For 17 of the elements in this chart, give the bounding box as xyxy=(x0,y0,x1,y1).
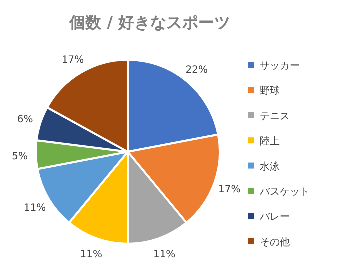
legend-label: サッカー xyxy=(260,61,300,72)
data-label: 17% xyxy=(62,55,84,66)
data-label: 17% xyxy=(218,184,241,196)
legend-label: その他 xyxy=(260,236,290,248)
legend-label: 陸上 xyxy=(260,136,280,148)
legend-label: 野球 xyxy=(260,85,280,98)
legend-label: テニス xyxy=(260,111,290,122)
data-label: 11% xyxy=(24,202,46,214)
data-label: 5% xyxy=(12,151,28,162)
chart-title: 個数 / 好きなスポーツ xyxy=(68,13,230,32)
legend-label: バレー xyxy=(259,212,290,224)
legend-label: 水泳 xyxy=(260,160,280,173)
data-label: 22% xyxy=(186,64,208,76)
data-label: 11% xyxy=(80,250,103,261)
data-label: 11% xyxy=(153,250,176,261)
data-label: 6% xyxy=(17,114,34,126)
legend-label: バスケット xyxy=(259,187,310,198)
